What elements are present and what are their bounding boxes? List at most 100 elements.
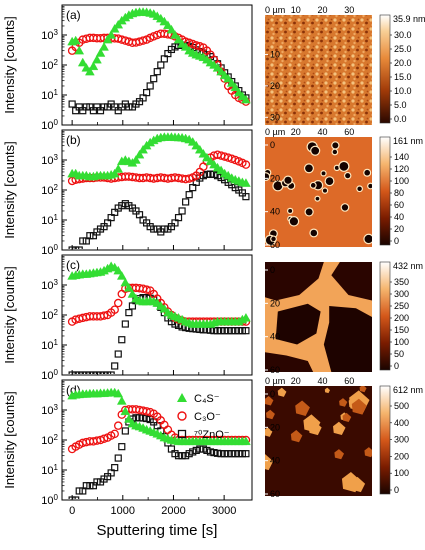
afm-pit xyxy=(332,149,338,155)
afm-x-tick-label: 0 µm xyxy=(265,127,285,137)
data-point xyxy=(72,496,80,499)
afm-pit xyxy=(273,181,283,191)
colorbar-tick-label: 5.0 xyxy=(394,100,407,110)
afm-x-tick-label: 40 xyxy=(317,127,327,137)
colorbar-tick-label: 0 xyxy=(394,361,399,371)
data-point xyxy=(106,30,116,39)
data-point xyxy=(127,289,138,298)
legend-label: C₄S⁻ xyxy=(194,393,220,405)
colorbar-gradient xyxy=(379,14,391,124)
afm-x-tick-label: 60 xyxy=(344,376,354,386)
data-point xyxy=(113,421,123,430)
afm-domain xyxy=(323,306,372,372)
afm-pit xyxy=(271,236,276,242)
colorbar-tick-label: 500 xyxy=(394,401,409,411)
afm-x-tick-label: 40 xyxy=(317,376,327,386)
colorbar-max-label: 432 nm xyxy=(393,261,423,271)
afm-x-tick-label: 20 xyxy=(291,127,301,137)
data-point xyxy=(138,36,148,45)
colorbar-tick-label: 0 xyxy=(394,236,399,246)
afm-x-tick-label: 0 µm xyxy=(265,376,285,386)
afm-pit xyxy=(368,183,372,189)
data-point xyxy=(134,149,145,159)
colorbar-tick-label: 300 xyxy=(394,435,409,445)
data-point xyxy=(157,61,165,69)
chart-panel-c: 100 101 102 103 (c) Intensity [counts] xyxy=(2,254,253,382)
colorbar-2: 161 nm 140 120 100 80 60 40 20 0 xyxy=(379,136,423,246)
data-point xyxy=(118,443,126,451)
y-tick-label: 102 xyxy=(41,433,58,448)
data-point xyxy=(230,82,241,92)
x-axis-label: Sputtering time [s] xyxy=(97,522,218,539)
afm-domain xyxy=(275,303,321,345)
data-point xyxy=(142,285,151,294)
afm-island xyxy=(277,387,287,397)
data-point xyxy=(113,164,124,173)
legend-label: ⁷⁰ZnO⁻ xyxy=(194,429,230,441)
colorbar-4: 612 nm 500 400 300 200 100 0 xyxy=(379,385,423,495)
colorbar-tick-label: 100 xyxy=(394,176,409,186)
afm-x-tick-label: 60 xyxy=(344,127,354,137)
y-tick-label: 102 xyxy=(41,58,58,73)
afm-island xyxy=(351,398,367,415)
afm-island xyxy=(334,449,345,460)
data-point xyxy=(109,168,120,178)
data-point xyxy=(242,450,250,458)
data-layer xyxy=(67,261,251,374)
afm-image-1: 0 µm 10 20 30 10 20 30 xyxy=(265,5,372,125)
afm-pit xyxy=(325,177,334,185)
data-point xyxy=(241,160,251,169)
afm-island xyxy=(265,409,275,420)
data-layer xyxy=(67,132,251,249)
afm-island xyxy=(364,447,372,458)
data-point xyxy=(146,82,154,90)
y-tick-label: 100 xyxy=(41,243,58,258)
afm-pit xyxy=(357,186,362,191)
data-point xyxy=(113,298,123,308)
series-ZnO xyxy=(68,414,250,499)
data-point xyxy=(223,73,234,83)
data-point xyxy=(121,320,129,328)
data-point xyxy=(185,191,193,199)
data-point xyxy=(110,429,119,439)
afm-pit xyxy=(322,188,327,193)
afm-pit xyxy=(284,176,292,184)
afm-y-tick-label: 60 xyxy=(270,240,280,250)
data-point xyxy=(113,388,124,398)
series-ZnO xyxy=(68,170,250,249)
y-tick-label: 101 xyxy=(41,463,58,478)
data-point xyxy=(227,154,236,164)
colorbar-tick-label: 30.0 xyxy=(394,30,412,40)
data-point xyxy=(170,30,180,39)
afm-island xyxy=(295,400,310,417)
series-C4S xyxy=(67,7,251,104)
data-point xyxy=(70,35,81,45)
afm-island xyxy=(359,386,367,393)
afm-pit xyxy=(332,142,339,149)
colorbar-tick-label: 120 xyxy=(394,164,409,174)
y-axis-label: Intensity [counts] xyxy=(2,141,17,239)
x-tick-label: 0 xyxy=(69,505,75,517)
colorbar-tick-label: 140 xyxy=(394,152,409,162)
colorbar-tick-label: 100 xyxy=(394,337,409,347)
afm-y-tick-label: 60 xyxy=(270,365,280,375)
afm-pit xyxy=(305,164,313,173)
afm-y-tick-label: 40 xyxy=(270,456,280,466)
data-point xyxy=(111,464,119,472)
y-tick-label: 103 xyxy=(41,403,58,418)
afm-pit xyxy=(345,173,351,179)
afm-pit xyxy=(288,208,293,213)
data-point xyxy=(163,425,173,434)
y-tick-label: 101 xyxy=(41,88,58,103)
afm-y-tick-label: 20 xyxy=(270,298,280,308)
data-point xyxy=(120,277,131,287)
afm-pit xyxy=(315,196,320,201)
data-point xyxy=(163,20,173,30)
data-point xyxy=(74,45,85,55)
data-point xyxy=(116,396,127,405)
y-axis-label: Intensity [counts] xyxy=(2,266,17,364)
afm-island xyxy=(324,387,330,394)
colorbar-3: 432 nm 350 300 250 200 150 100 50 0 xyxy=(379,261,423,371)
data-point xyxy=(182,198,190,206)
